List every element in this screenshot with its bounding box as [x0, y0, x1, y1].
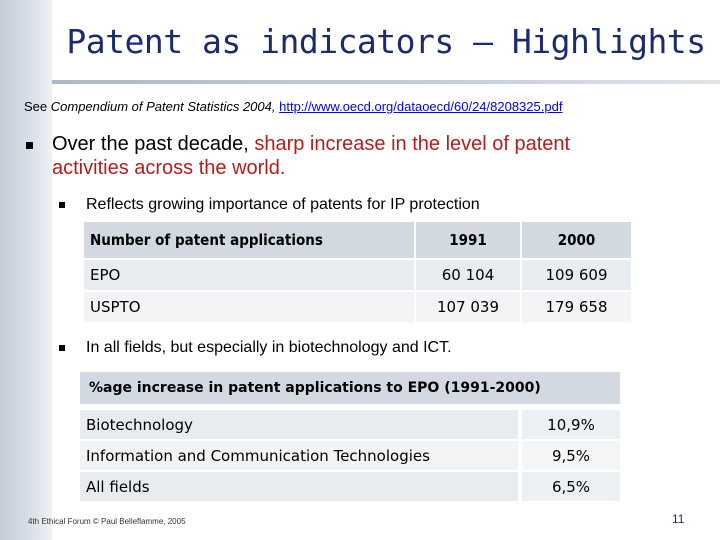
reference-prefix: See: [24, 99, 51, 114]
slide-title: Patent as indicators – Highlights: [66, 22, 706, 61]
table-cell: All fields: [80, 470, 522, 501]
bullet-1-text-after: activities across the world.: [52, 157, 286, 179]
table-row: USPTO 107 039 179 658: [84, 290, 633, 322]
sub-bullet-square-icon: [59, 345, 65, 351]
table-cell: 9,5%: [520, 439, 620, 471]
table-cell: Information and Communication Technologi…: [80, 439, 522, 471]
patent-applications-table: Number of patent applications 1991 2000 …: [84, 222, 633, 322]
slide-sidebar-band: [0, 0, 52, 540]
reference-source: Compendium of Patent Statistics 2004,: [50, 99, 276, 114]
table-header-cell: 1991: [415, 222, 522, 259]
table-row: Biotechnology 10,9%: [80, 408, 620, 440]
epo-increase-table: Biotechnology 10,9% Information and Comm…: [80, 408, 620, 501]
table-cell: 10,9%: [520, 408, 620, 440]
table-header-cell: Number of patent applications: [84, 222, 416, 259]
sub-bullet-square-icon: [59, 202, 65, 208]
table-cell: EPO: [84, 258, 416, 291]
reference-link[interactable]: http://www.oecd.org/dataoecd/60/24/82083…: [279, 99, 563, 114]
table-row: Information and Communication Technologi…: [80, 439, 620, 471]
bullet-square-icon: [26, 142, 33, 149]
sub-bullet-1: Reflects growing importance of patents f…: [86, 196, 480, 213]
table-row: All fields 6,5%: [80, 470, 620, 501]
table-cell: 60 104: [415, 258, 522, 291]
page-number: 11: [672, 512, 685, 526]
table-cell: 107 039: [415, 290, 522, 322]
table-header-row: Number of patent applications 1991 2000: [84, 222, 633, 259]
bullet-1: Over the past decade, sharp increase in …: [52, 132, 702, 180]
table-cell: USPTO: [84, 290, 416, 322]
title-divider: [52, 80, 720, 84]
table-cell: 109 609: [521, 258, 633, 291]
slide-footer: 4th Ethical Forum © Paul Belleflamme, 20…: [28, 517, 186, 526]
bullet-1-text-before: Over the past decade,: [52, 133, 255, 155]
table-cell: Biotechnology: [80, 408, 522, 440]
sub-bullet-2: In all fields, but especially in biotech…: [86, 339, 452, 356]
table-row: EPO 60 104 109 609: [84, 258, 633, 291]
reference-line: See Compendium of Patent Statistics 2004…: [24, 99, 562, 114]
table-cell: 6,5%: [520, 470, 620, 501]
table-header-cell: 2000: [521, 222, 633, 259]
table-cell: 179 658: [521, 290, 633, 322]
bullet-1-highlight: sharp increase in the level of patent: [254, 133, 571, 155]
epo-increase-table-caption: %age increase in patent applications to …: [80, 372, 620, 404]
